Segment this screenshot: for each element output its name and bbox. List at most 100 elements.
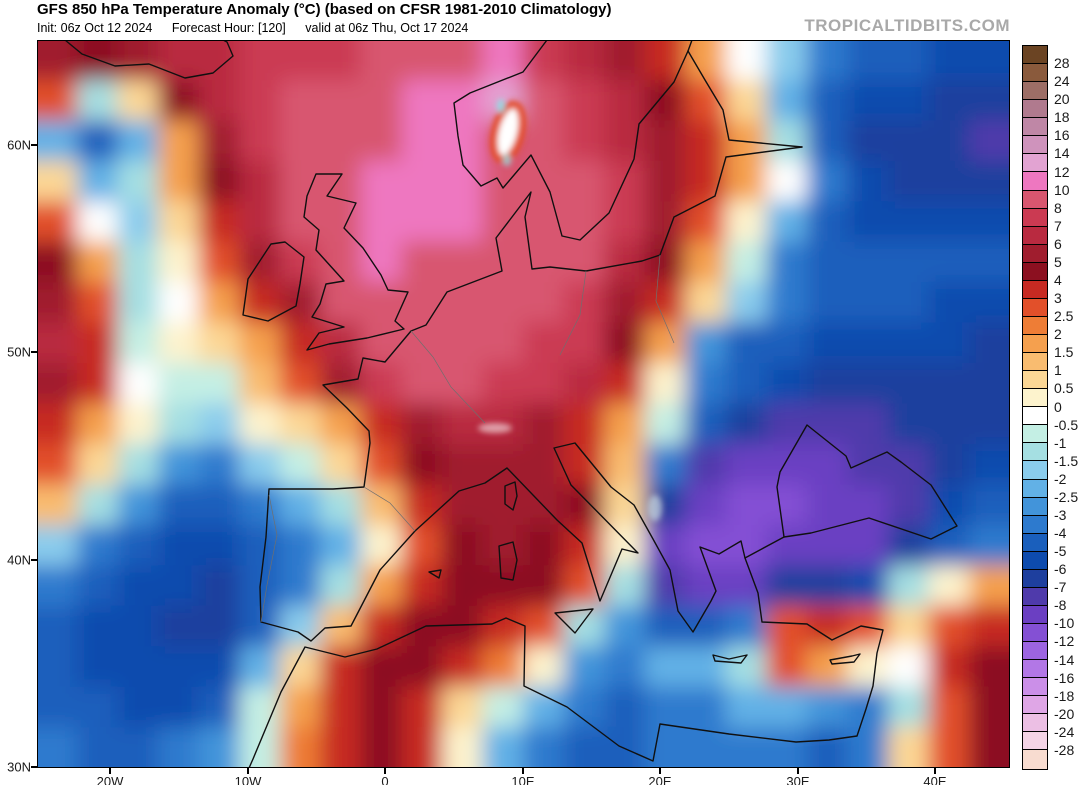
- colorbar-tick-label: 8: [1054, 199, 1062, 216]
- colorbar-segment: [1023, 551, 1047, 570]
- longitude-label: 10E: [511, 774, 535, 785]
- coast-greenland: [64, 40, 234, 79]
- colorbar-segment: [1023, 208, 1047, 227]
- country-borders: [260, 254, 675, 623]
- longitude-label: 10W: [234, 774, 262, 785]
- colorbar-segment: [1023, 154, 1047, 173]
- colorbar-segment: [1023, 696, 1047, 715]
- colorbar-tick-label: 6: [1054, 235, 1062, 252]
- colorbar-tick-label: 12: [1054, 163, 1070, 180]
- colorbar-segment: [1023, 371, 1047, 390]
- colorbar-tick-label: 0: [1054, 398, 1062, 415]
- colorbar-tick-label: -4: [1054, 525, 1067, 542]
- longitude-label: 20E: [648, 774, 672, 785]
- latitude-tick: [31, 144, 37, 146]
- coast-scandinavia: [453, 40, 693, 241]
- latitude-tick: [31, 766, 37, 768]
- island-mallorca: [428, 569, 442, 579]
- longitude-tick: [934, 768, 936, 774]
- longitude-label: 20W: [96, 774, 124, 785]
- colorbar-segment: [1023, 280, 1047, 299]
- longitude-tick: [384, 768, 386, 774]
- latitude-label: 60N: [7, 137, 31, 153]
- island-cyprus: [829, 653, 861, 665]
- colorbar-segment: [1023, 64, 1047, 83]
- colorbar-segment: [1023, 587, 1047, 606]
- latitude-tick: [31, 559, 37, 561]
- colorbar-tick-label: -14: [1054, 651, 1075, 668]
- colorbar-segment: [1023, 82, 1047, 101]
- map-canvas: [37, 40, 1010, 768]
- colorbar-segment: [1023, 660, 1047, 679]
- colorbar-segment: [1023, 46, 1047, 65]
- colorbar-segment: [1023, 732, 1047, 751]
- colorbar-segment: [1023, 624, 1047, 643]
- colorbar-tick-label: 16: [1054, 127, 1070, 144]
- longitude-label: 40E: [923, 774, 947, 785]
- init-time: Init: 06z Oct 12 2024: [37, 21, 153, 35]
- colorbar-tick-label: 3: [1054, 290, 1062, 307]
- colorbar-segment: [1023, 244, 1047, 263]
- colorbar-tick-label: -24: [1054, 723, 1075, 740]
- colorbar-segment: [1023, 678, 1047, 697]
- colorbar-segment: [1023, 118, 1047, 137]
- colorbar-segment: [1023, 605, 1047, 624]
- colorbar-segment: [1023, 335, 1047, 354]
- colorbar-tick-label: -1.5: [1054, 452, 1079, 469]
- colorbar-tick-label: 5: [1054, 253, 1062, 270]
- colorbar-segment: [1023, 714, 1047, 733]
- colorbar-tick-label: -18: [1054, 687, 1075, 704]
- colorbar-tick-label: -0.5: [1054, 416, 1079, 433]
- colorbar-segment: [1023, 750, 1047, 769]
- colorbar-segment: [1023, 298, 1047, 317]
- colorbar-tick-label: 20: [1054, 91, 1070, 108]
- longitude-tick: [659, 768, 661, 774]
- colorbar-tick-label: 24: [1054, 73, 1070, 90]
- longitude-label: 0: [381, 774, 389, 785]
- colorbar-tick-label: -20: [1054, 705, 1075, 722]
- colorbar-tick-label: 2: [1054, 326, 1062, 343]
- colorbar-tick-label: 10: [1054, 181, 1070, 198]
- coast-finland-baltic: [687, 50, 803, 148]
- colorbar-tick-label: -28: [1054, 741, 1075, 758]
- colorbar-segment: [1023, 136, 1047, 155]
- colorbar-segment: [1023, 425, 1047, 444]
- colorbar-tick-label: 7: [1054, 217, 1062, 234]
- island-crete: [712, 654, 748, 664]
- island-sardinia: [498, 541, 518, 581]
- colorbar-segment: [1023, 100, 1047, 119]
- colorbar-segment: [1023, 226, 1047, 245]
- colorbar-segment: [1023, 642, 1047, 661]
- colorbar-segment: [1023, 407, 1047, 426]
- colorbar-tick-label: 0.5: [1054, 380, 1074, 397]
- coastlines: [64, 40, 958, 768]
- anomaly-colorbar: [1022, 45, 1048, 770]
- anomaly-map: [37, 40, 1010, 768]
- longitude-label: 30E: [786, 774, 810, 785]
- colorbar-segment: [1023, 569, 1047, 588]
- colorbar-segment: [1023, 190, 1047, 209]
- colorbar-tick-label: 14: [1054, 145, 1070, 162]
- run-info: Init: 06z Oct 12 2024 Forecast Hour: [12…: [37, 21, 484, 35]
- colorbar-tick-label: -5: [1054, 543, 1067, 560]
- colorbar-tick-label: 18: [1054, 109, 1070, 126]
- colorbar-tick-label: -12: [1054, 633, 1075, 650]
- latitude-label: 40N: [7, 552, 31, 568]
- latitude-label: 50N: [7, 344, 31, 360]
- longitude-tick: [109, 768, 111, 774]
- coast-great-britain: [303, 173, 409, 351]
- longitude-tick: [522, 768, 524, 774]
- colorbar-tick-label: -6: [1054, 561, 1067, 578]
- colorbar-segment: [1023, 389, 1047, 408]
- colorbar-tick-label: -7: [1054, 579, 1067, 596]
- colorbar-segment: [1023, 515, 1047, 534]
- colorbar-segment: [1023, 172, 1047, 191]
- colorbar-segment: [1023, 497, 1047, 516]
- island-sicily: [554, 608, 594, 634]
- colorbar-tick-label: -16: [1054, 669, 1075, 686]
- page-title: GFS 850 hPa Temperature Anomaly (°C) (ba…: [37, 1, 612, 18]
- forecast-hour: Forecast Hour: [120]: [171, 21, 286, 35]
- colorbar-segment: [1023, 262, 1047, 281]
- colorbar-tick-label: -8: [1054, 597, 1067, 614]
